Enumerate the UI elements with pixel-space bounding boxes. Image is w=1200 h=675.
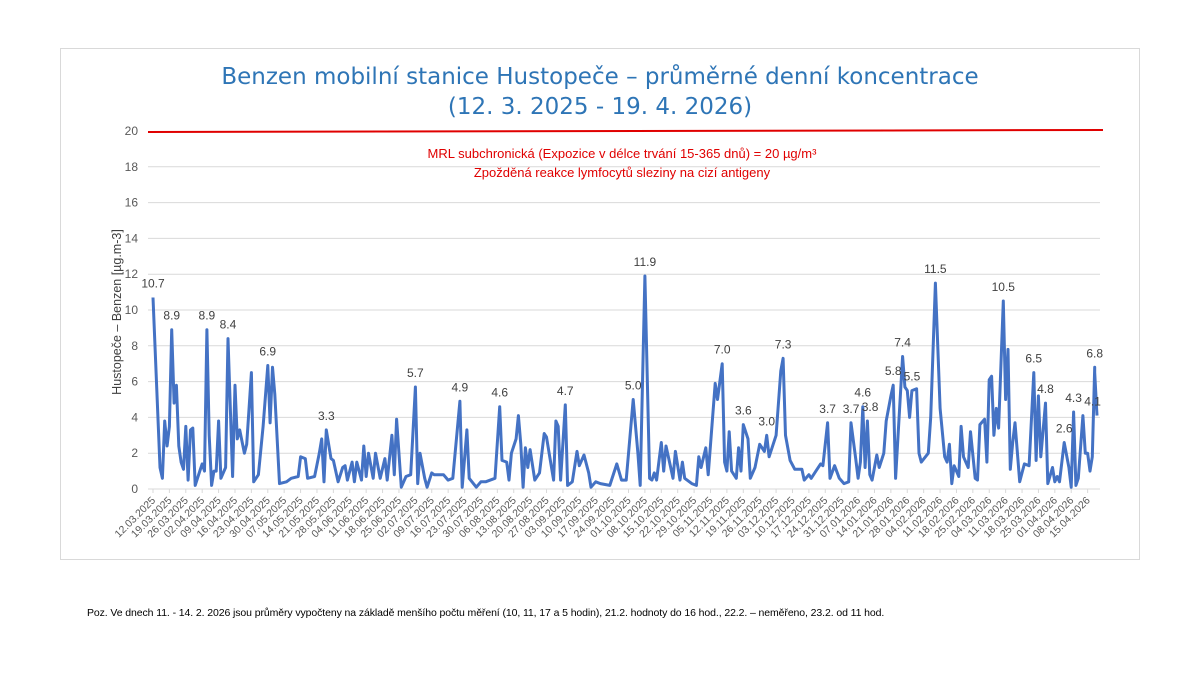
- data-label: 4.6: [491, 386, 508, 400]
- data-label: 11.9: [634, 255, 657, 269]
- data-label: 3.8: [862, 400, 879, 414]
- y-tick-label: 2: [131, 446, 138, 460]
- y-tick-label: 16: [125, 196, 139, 210]
- data-label: 3.7: [819, 402, 836, 416]
- chart-title-line1: Benzen mobilní stanice Hustopeče – průmě…: [221, 64, 979, 90]
- data-label: 4.7: [557, 384, 574, 398]
- data-label: 4.8: [1037, 382, 1054, 396]
- threshold-label-2: Zpožděná reakce lymfocytů sleziny na ciz…: [474, 165, 771, 180]
- series-line-benzen: [151, 274, 1099, 489]
- data-label: 2.6: [1056, 421, 1073, 435]
- data-label: 5.8: [885, 364, 902, 378]
- y-tick-label: 18: [125, 160, 139, 174]
- data-label: 7.0: [714, 343, 731, 357]
- data-label: 8.9: [163, 309, 180, 323]
- data-label: 4.9: [452, 380, 469, 394]
- chart-frame: [60, 48, 1140, 560]
- y-tick-label: 10: [125, 303, 139, 317]
- footnote: Poz. Ve dnech 11. - 14. 2. 2026 jsou prů…: [87, 607, 885, 619]
- chart-title-line2: (12. 3. 2025 - 19. 4. 2026): [447, 94, 753, 120]
- data-label: 8.9: [199, 309, 216, 323]
- mrl-threshold-line: [147, 129, 1104, 133]
- data-label: 5.7: [407, 366, 424, 380]
- threshold-label-1: MRL subchronická (Expozice v délce trván…: [428, 146, 818, 161]
- data-label: 3.6: [735, 404, 752, 418]
- data-label: 4.1: [1084, 395, 1101, 409]
- data-label: 5.5: [904, 370, 921, 384]
- data-label: 3.3: [318, 409, 335, 423]
- y-tick-label: 0: [131, 482, 138, 496]
- y-tick-label: 6: [131, 375, 138, 389]
- y-tick-label: 4: [131, 410, 138, 424]
- y-tick-label: 20: [125, 124, 139, 138]
- data-label: 3.7: [843, 402, 860, 416]
- data-label: 7.3: [775, 337, 792, 351]
- data-label: 4.3: [1065, 391, 1082, 405]
- data-label: 8.4: [220, 318, 237, 332]
- data-label: 6.5: [1025, 352, 1042, 366]
- data-label: 6.8: [1086, 346, 1103, 360]
- y-axis-title: Hustopeče – Benzen [µg.m-3]: [110, 229, 124, 395]
- data-label: 3.0: [758, 414, 775, 428]
- data-label: 6.9: [259, 344, 276, 358]
- data-label: 4.6: [854, 386, 871, 400]
- y-tick-label: 14: [125, 231, 139, 245]
- data-label: 10.7: [141, 276, 165, 290]
- data-label: 5.0: [625, 379, 642, 393]
- data-label: 11.5: [924, 262, 947, 276]
- y-tick-label: 12: [125, 267, 139, 281]
- data-label: 10.5: [992, 280, 1016, 294]
- y-tick-label: 8: [131, 339, 138, 353]
- data-label: 7.4: [894, 336, 911, 350]
